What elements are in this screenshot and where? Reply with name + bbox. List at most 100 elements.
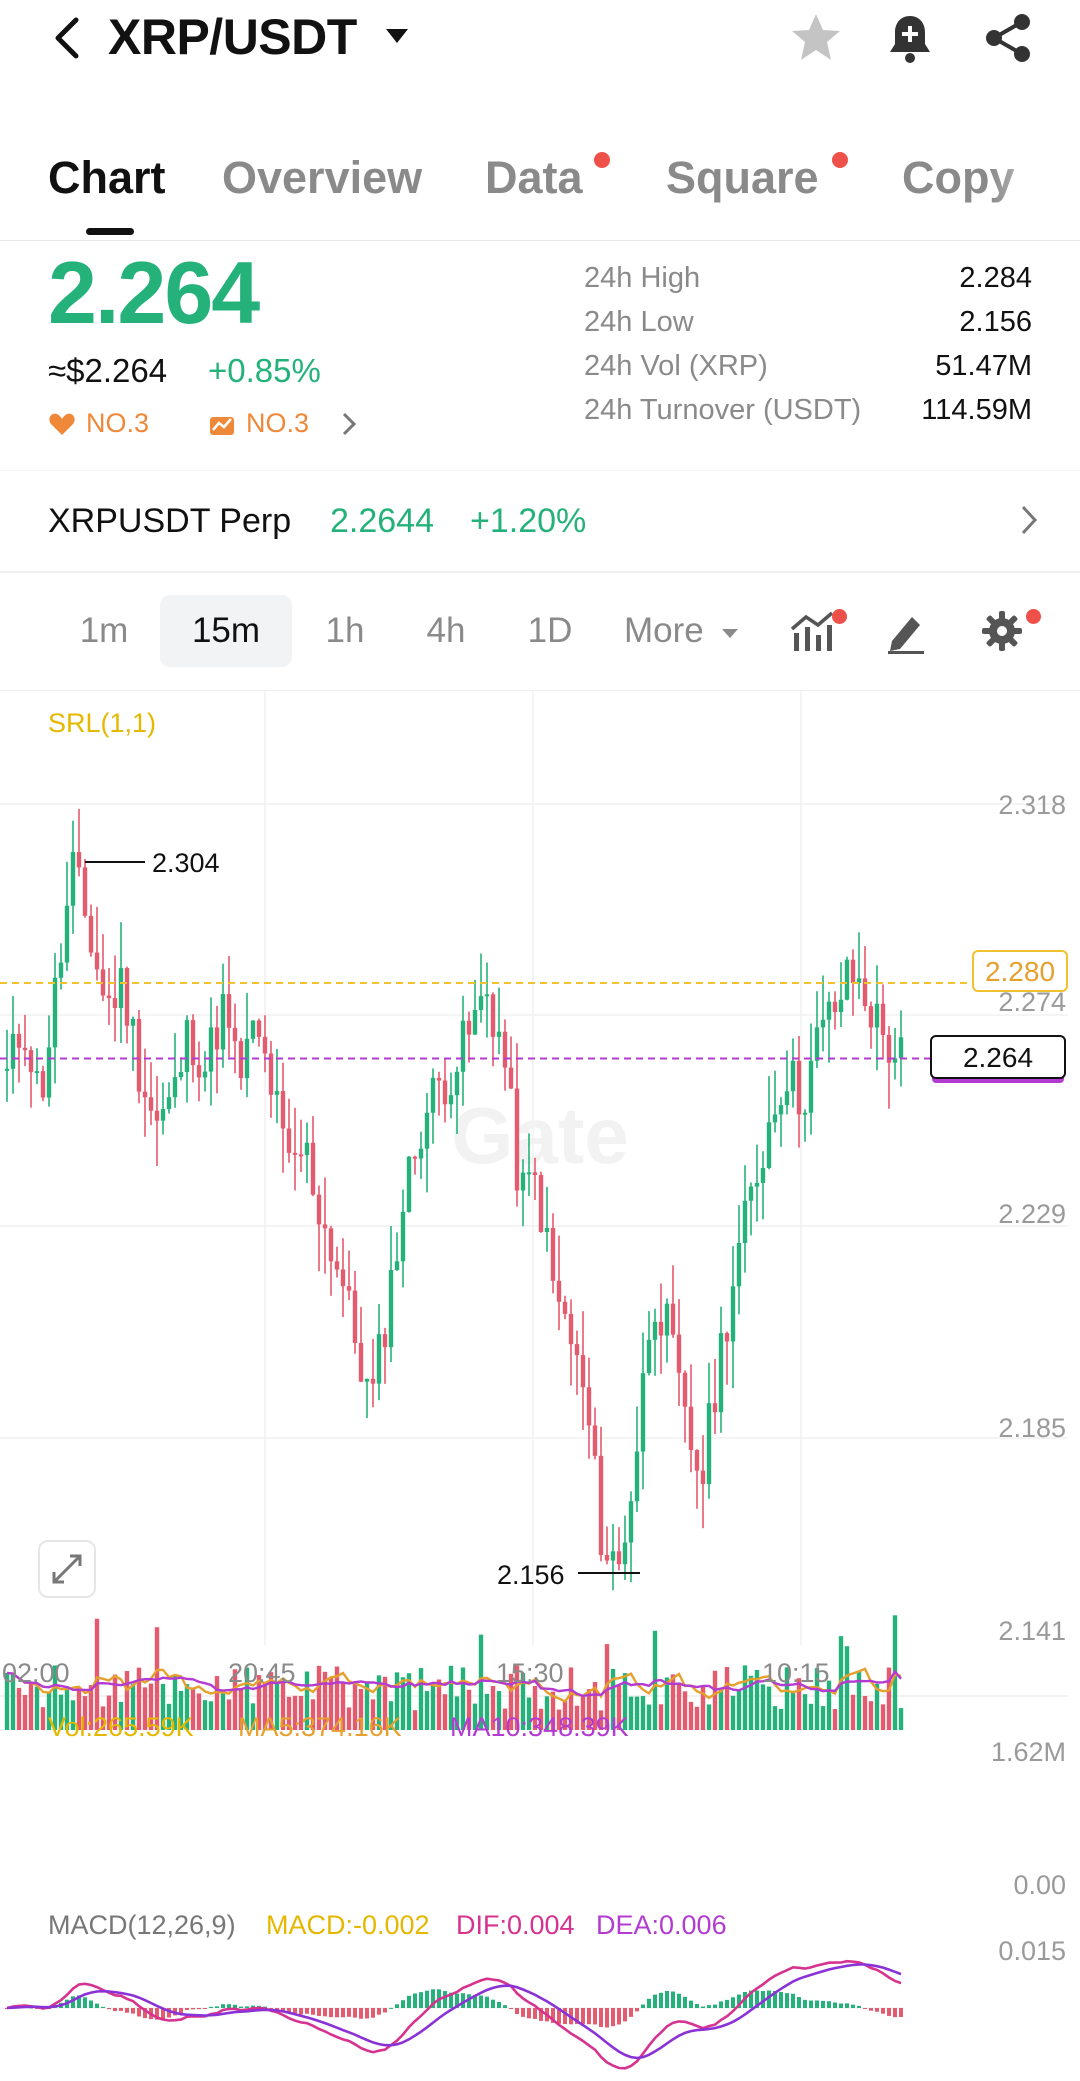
macd-histogram-bar bbox=[377, 2008, 381, 2015]
rank-badge-gainers[interactable]: NO.3 bbox=[208, 408, 309, 439]
candle-body bbox=[544, 1227, 550, 1232]
candle-body bbox=[478, 996, 484, 1010]
volume-bar bbox=[862, 1696, 868, 1730]
tab-bar: Chart Overview Data Square Copy bbox=[0, 140, 1080, 240]
chevron-right-icon bbox=[1021, 505, 1038, 535]
heart-icon bbox=[49, 413, 75, 435]
macd-histogram-bar bbox=[653, 1994, 657, 2008]
candle-body bbox=[118, 968, 124, 1009]
stat-value-low: 2.156 bbox=[959, 306, 1032, 338]
volume-bar bbox=[724, 1666, 730, 1730]
volume-bar bbox=[136, 1667, 142, 1730]
interval-15m[interactable]: 15m bbox=[160, 595, 292, 667]
vol-y-bottom: 0.00 bbox=[1013, 1870, 1066, 1900]
candle-body bbox=[40, 1071, 46, 1098]
candle-body bbox=[274, 1091, 280, 1095]
macd-histogram-bar bbox=[539, 2008, 543, 2021]
tab-chart[interactable]: Chart bbox=[48, 152, 166, 203]
interval-1m[interactable]: 1m bbox=[79, 611, 129, 650]
macd-histogram-bar bbox=[179, 2008, 183, 2014]
tab-data[interactable]: Data bbox=[485, 152, 583, 203]
caret-down-icon[interactable] bbox=[384, 26, 410, 46]
macd-histogram-bar bbox=[203, 2008, 207, 2009]
bell-plus-icon[interactable] bbox=[882, 10, 938, 66]
macd-histogram-bar bbox=[551, 2008, 555, 2023]
candle-body bbox=[460, 1020, 466, 1072]
volume-bar bbox=[412, 1710, 418, 1730]
candle-body bbox=[448, 1095, 454, 1105]
macd-histogram-bar bbox=[611, 2008, 615, 2027]
volume-bar bbox=[508, 1673, 514, 1730]
candlestick-chart[interactable]: Gate bbox=[0, 690, 1080, 2081]
candle-body bbox=[718, 1333, 724, 1413]
volume-bar bbox=[400, 1677, 406, 1730]
usd-price: ≈$2.264 bbox=[48, 352, 168, 389]
candle-body bbox=[826, 1001, 832, 1020]
volume-bar bbox=[574, 1705, 580, 1730]
candle-body bbox=[190, 1020, 196, 1066]
candle-body bbox=[124, 968, 130, 1026]
candle-body bbox=[454, 1071, 460, 1096]
macd-histogram-bar bbox=[851, 2004, 855, 2008]
back-icon[interactable] bbox=[48, 14, 88, 62]
macd-histogram-bar bbox=[443, 1991, 447, 2008]
volume-bar bbox=[130, 1683, 136, 1730]
volume-bar bbox=[694, 1706, 700, 1730]
settings-gear-icon[interactable] bbox=[978, 607, 1026, 655]
volume-bar bbox=[76, 1687, 82, 1730]
chevron-right-icon[interactable] bbox=[340, 410, 358, 438]
x-tick: 10:15 bbox=[762, 1658, 830, 1688]
volume-bar bbox=[460, 1667, 466, 1730]
candle-body bbox=[424, 1112, 430, 1149]
volume-bar bbox=[790, 1692, 796, 1730]
tab-square[interactable]: Square bbox=[666, 152, 819, 203]
candle-body bbox=[862, 978, 868, 1007]
volume-bar bbox=[820, 1706, 826, 1730]
interval-more[interactable]: More bbox=[624, 595, 754, 667]
candle-body bbox=[736, 1242, 742, 1287]
indicator-icon[interactable] bbox=[788, 607, 836, 655]
stat-value-turnover: 114.59M bbox=[921, 394, 1032, 426]
draw-pencil-icon[interactable] bbox=[882, 607, 930, 655]
watermark: Gate bbox=[451, 1091, 629, 1180]
macd-histogram-bar bbox=[353, 2008, 357, 2018]
volume-bar bbox=[430, 1682, 436, 1730]
macd-histogram-bar bbox=[395, 2004, 399, 2008]
macd-histogram-bar bbox=[617, 2008, 621, 2025]
interval-1d[interactable]: 1D bbox=[527, 611, 573, 650]
pair-title[interactable]: XRP/USDT bbox=[108, 9, 357, 65]
interval-4h[interactable]: 4h bbox=[426, 611, 466, 650]
volume-bar bbox=[58, 1694, 64, 1730]
fullscreen-button[interactable] bbox=[38, 1540, 96, 1598]
macd-histogram-bar bbox=[665, 1990, 669, 2008]
rank-badge-hot[interactable]: NO.3 bbox=[48, 408, 149, 439]
candle-body bbox=[298, 1154, 304, 1157]
candle-body bbox=[634, 1451, 640, 1502]
volume-bar bbox=[100, 1706, 106, 1730]
volume-bar bbox=[22, 1694, 28, 1730]
candle-body bbox=[514, 1088, 520, 1191]
volume-bar bbox=[448, 1665, 454, 1730]
srl-indicator-label[interactable]: SRL(1,1) bbox=[48, 708, 157, 738]
volume-bar bbox=[238, 1688, 244, 1730]
share-icon[interactable] bbox=[980, 10, 1036, 66]
perp-row[interactable]: XRPUSDT Perp 2.2644 +1.20% bbox=[0, 496, 1080, 556]
macd-histogram-bar bbox=[83, 1997, 87, 2008]
srl-price-tag: 2.280 bbox=[972, 950, 1068, 992]
settings-dot bbox=[1026, 609, 1041, 624]
last-price-tag[interactable]: 2.264 bbox=[930, 1035, 1066, 1079]
candle-body bbox=[82, 867, 88, 916]
tab-overview[interactable]: Overview bbox=[222, 152, 423, 203]
candle-body bbox=[658, 1321, 664, 1336]
macd-histogram-bar bbox=[89, 2000, 93, 2008]
macd-histogram-bar bbox=[77, 1995, 81, 2008]
candle-body bbox=[772, 1114, 778, 1123]
interval-1h[interactable]: 1h bbox=[325, 611, 365, 650]
macd-histogram-bar bbox=[773, 1990, 777, 2008]
star-icon[interactable] bbox=[788, 10, 844, 66]
volume-bar bbox=[664, 1677, 670, 1730]
volume-bar bbox=[106, 1695, 112, 1730]
interval-more-label: More bbox=[624, 611, 704, 650]
candle-body bbox=[580, 1355, 586, 1388]
macd-histogram-bar bbox=[677, 1993, 681, 2008]
